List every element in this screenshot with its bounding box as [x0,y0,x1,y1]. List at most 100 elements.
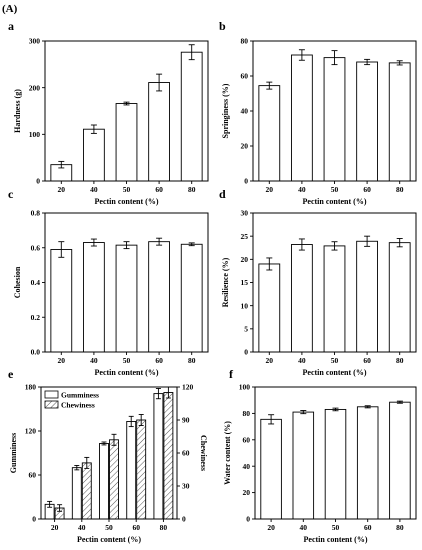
y2-tick-label: 60 [182,449,190,458]
bar [126,421,137,520]
y-tick-label: 40 [241,107,249,116]
x-tick-label: 60 [155,185,163,194]
bar [356,406,379,520]
x-tick-label: 50 [331,185,339,194]
bar [258,85,281,182]
bar [83,128,105,182]
x-tick-label: 80 [396,356,404,365]
x-axis-label: Pectin content (%) [303,197,367,206]
x-axis-label: Pectin content (%) [95,368,159,377]
bar [115,244,138,353]
x-axis-label: Pectin content (%) [304,535,368,544]
y-axis-label: Cohesion [13,266,22,298]
bar [50,249,73,353]
panel-a: a 0 100 200 300 20 40 50 60 80 Pectin content (%) H… [8,19,209,206]
bar [324,408,347,520]
y2-tick-label: 30 [182,482,190,491]
bar [163,392,174,520]
x-tick-label: 60 [364,523,372,532]
x-axis-label: Pectin content (%) [95,197,159,206]
bar [180,51,203,182]
bar [71,467,82,520]
y-tick-label: 0.2 [31,313,41,322]
y-tick-label: 0.4 [31,278,41,287]
y-tick-label: 100 [239,383,251,392]
y-tick-label: 20 [241,142,249,151]
x-tick-label: 40 [300,523,308,532]
y-tick-label: 20 [241,255,249,264]
panel-letter: a [8,19,14,33]
y2-tick-label: 120 [182,383,194,392]
y-tick-label: 0.8 [31,209,41,218]
y-axis-label: Springiness (%) [221,83,230,138]
bar [388,242,411,353]
x-axis-label: Pectin content (%) [77,535,141,544]
x-tick-label: 80 [188,185,196,194]
x-tick-label: 60 [363,356,371,365]
x-tick-label: 50 [105,523,113,532]
y-tick-label: 0 [246,515,250,524]
bar [148,82,170,182]
legend-label: Gumminess [61,391,99,400]
x-tick-label: 20 [58,356,66,365]
y-tick-label: 300 [29,37,41,46]
bar [115,103,138,182]
bar [258,263,281,353]
y-tick-label: 0 [244,348,248,357]
panel-letter: e [8,367,14,381]
x-tick-label: 40 [90,356,98,365]
y-tick-label: 0.0 [31,348,41,357]
x-tick-label: 80 [188,356,196,365]
x-tick-label: 50 [123,185,131,194]
x-tick-label: 60 [132,523,140,532]
y-tick-label: 60 [243,435,251,444]
bar [136,419,147,520]
bar [291,244,313,353]
panel-letter: d [219,187,226,201]
bar [291,54,313,182]
y-tick-label: 10 [241,301,249,310]
y2-axis-label: Chewiness [199,435,208,471]
x-tick-label: 40 [78,523,86,532]
x-tick-label: 20 [51,523,59,532]
y-tick-label: 0 [36,177,40,186]
panel-b: b 0 20 40 60 80 20 40 50 60 80 Pectin content (%) Sp… [219,19,417,206]
panel-letter: c [8,187,14,201]
y-axis-label: Hardness (g) [13,89,22,133]
bar [180,243,203,353]
bar [148,241,170,353]
x-tick-label: 50 [331,356,339,365]
bar [323,57,346,182]
x-tick-label: 40 [298,185,306,194]
x-tick-label: 50 [123,356,131,365]
y2-tick-label: 90 [182,416,190,425]
x-tick-label: 20 [58,185,66,194]
y-tick-label: 60 [29,471,37,480]
panel-e: e 0 60 120 180 0 30 60 90 120 20 40 50 60 80 Pectin con… [8,367,208,544]
panel-letter: b [219,19,226,33]
y-axis-label: Water content (%) [223,421,232,485]
x-tick-label: 40 [298,356,306,365]
x-axis-label: Pectin content (%) [303,368,367,377]
bar [260,418,282,520]
x-tick-label: 40 [90,185,98,194]
panel-d: d 0 5 10 15 20 25 30 20 40 50 60 80 Pectin content (%… [219,187,417,377]
y-tick-label: 100 [29,130,41,139]
y-tick-label: 40 [243,462,251,471]
bar [356,61,378,182]
bar [109,439,119,520]
panel-f: f 0 20 40 60 80 100 20 40 50 60 80 Pectin content (%… [223,367,417,544]
figure-label: (A) [2,3,18,15]
y-axis-label: Gumminess [9,433,18,473]
bar [83,242,105,353]
bar [356,240,378,353]
bar [323,245,346,353]
panel-c: c 0.0 0.2 0.4 0.6 0.8 20 40 50 60 80 Pectin content… [8,187,209,377]
y-tick-label: 0 [32,515,36,524]
x-tick-label: 60 [155,356,163,365]
y-tick-label: 200 [29,83,41,92]
y-tick-label: 0.6 [31,243,41,252]
legend-swatch [44,400,59,409]
y-tick-label: 0 [244,177,248,186]
